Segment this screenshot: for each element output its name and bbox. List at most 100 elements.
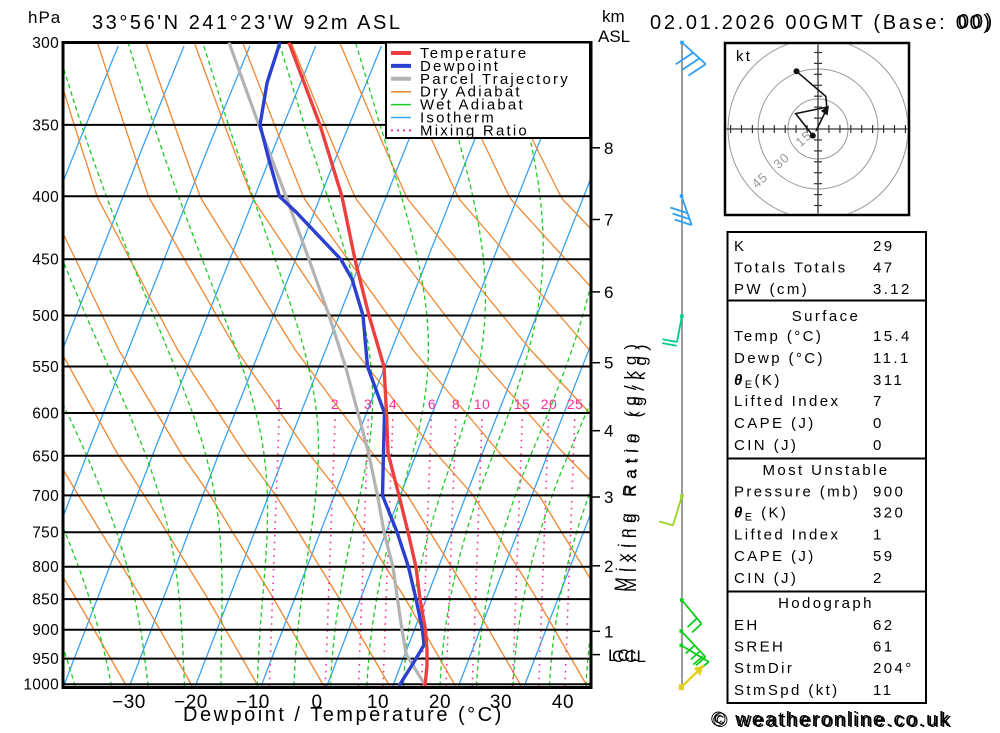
svg-text:3: 3 xyxy=(604,488,613,507)
svg-text:Lifted Index: Lifted Index xyxy=(734,393,840,410)
svg-text:7: 7 xyxy=(873,393,884,410)
svg-text:30: 30 xyxy=(490,692,512,713)
svg-text:62: 62 xyxy=(873,617,895,634)
svg-text:EH: EH xyxy=(734,617,760,634)
svg-text:700: 700 xyxy=(32,488,59,505)
svg-text:hPa: hPa xyxy=(28,8,61,27)
svg-text:PW (cm): PW (cm) xyxy=(734,281,809,298)
svg-text:59: 59 xyxy=(873,548,895,565)
svg-text:Isotherm: Isotherm xyxy=(420,110,496,127)
svg-text:1: 1 xyxy=(873,527,884,544)
svg-text:© weatheronline.co.uk: © weatheronline.co.uk xyxy=(711,709,951,731)
svg-text:θE (K): θE (K) xyxy=(734,505,788,524)
svg-text:© weatheronline.co.uk: © weatheronline.co.uk xyxy=(713,710,953,732)
svg-text:StmDir: StmDir xyxy=(734,660,794,677)
svg-text:3: 3 xyxy=(364,396,372,412)
svg-text:Hodograph: Hodograph xyxy=(778,595,874,612)
svg-text:CAPE (J): CAPE (J) xyxy=(734,415,816,432)
svg-text:950: 950 xyxy=(32,651,59,668)
svg-text:−10: −10 xyxy=(236,692,270,713)
svg-text:Parcel Trajectory: Parcel Trajectory xyxy=(420,71,570,88)
svg-text:1000: 1000 xyxy=(23,677,59,694)
svg-text:29: 29 xyxy=(873,238,895,255)
svg-text:900: 900 xyxy=(32,622,59,639)
svg-text:Temperature: Temperature xyxy=(420,45,528,62)
svg-text:Dry Adiabat: Dry Adiabat xyxy=(420,84,522,101)
svg-text:θE(K): θE(K) xyxy=(734,372,782,391)
svg-text:K: K xyxy=(734,238,746,255)
svg-text:0: 0 xyxy=(873,415,884,432)
svg-text:10: 10 xyxy=(474,396,491,412)
svg-text:CIN (J): CIN (J) xyxy=(734,570,798,587)
svg-text:300: 300 xyxy=(32,35,59,52)
svg-text:02.01.2026 00GMT (Base: 00): 02.01.2026 00GMT (Base: 00) xyxy=(650,12,993,34)
svg-text:204°: 204° xyxy=(873,660,914,677)
svg-text:CIN (J): CIN (J) xyxy=(734,437,798,454)
svg-text:61: 61 xyxy=(873,639,895,656)
svg-text:600: 600 xyxy=(32,406,59,423)
svg-text:6: 6 xyxy=(428,396,436,412)
svg-text:1: 1 xyxy=(604,622,613,641)
svg-text:Dewpoint: Dewpoint xyxy=(420,58,500,75)
svg-text:kt: kt xyxy=(736,48,752,65)
svg-text:LCL: LCL xyxy=(608,646,639,665)
svg-text:500: 500 xyxy=(32,308,59,325)
svg-text:20: 20 xyxy=(541,396,558,412)
svg-text:CAPE (J): CAPE (J) xyxy=(734,548,816,565)
svg-text:3.12: 3.12 xyxy=(873,281,912,298)
svg-text:0: 0 xyxy=(873,437,884,454)
svg-text:8: 8 xyxy=(452,396,460,412)
svg-text:33°56'N 241°23'W 92m ASL: 33°56'N 241°23'W 92m ASL xyxy=(92,12,403,34)
svg-text:Pressure (mb): Pressure (mb) xyxy=(734,484,860,501)
svg-text:8: 8 xyxy=(604,139,613,158)
svg-text:20: 20 xyxy=(429,692,451,713)
svg-text:−20: −20 xyxy=(174,692,208,713)
svg-text:CCL: CCL xyxy=(612,647,646,666)
svg-text:Dewpoint / Temperature (°C): Dewpoint / Temperature (°C) xyxy=(183,704,504,726)
svg-text:25: 25 xyxy=(567,396,584,412)
svg-text:Mixing Ratio: Mixing Ratio xyxy=(420,122,529,139)
svg-text:800: 800 xyxy=(32,559,59,576)
svg-text:850: 850 xyxy=(32,592,59,609)
svg-text:650: 650 xyxy=(32,448,59,465)
svg-text:40: 40 xyxy=(552,692,574,713)
svg-text:450: 450 xyxy=(32,252,59,269)
svg-text:15.4: 15.4 xyxy=(873,328,912,345)
svg-text:Temp (°C): Temp (°C) xyxy=(734,328,823,345)
svg-text:47: 47 xyxy=(873,260,895,277)
svg-text:0: 0 xyxy=(311,692,322,713)
svg-text:6: 6 xyxy=(604,283,613,302)
svg-text:Surface: Surface xyxy=(792,308,861,325)
svg-text:11.1: 11.1 xyxy=(873,350,911,367)
svg-text:StmSpd (kt): StmSpd (kt) xyxy=(734,682,840,699)
svg-text:−30: −30 xyxy=(112,692,146,713)
svg-text:2: 2 xyxy=(331,396,339,412)
svg-text:4: 4 xyxy=(604,422,613,441)
svg-text:4: 4 xyxy=(389,396,397,412)
svg-text:400: 400 xyxy=(32,189,59,206)
svg-text:15: 15 xyxy=(514,396,531,412)
svg-text:00): 00) xyxy=(958,11,995,33)
svg-text:7: 7 xyxy=(604,211,613,230)
svg-text:550: 550 xyxy=(32,359,59,376)
svg-text:311: 311 xyxy=(873,372,904,389)
svg-text:2: 2 xyxy=(604,557,613,576)
svg-text:350: 350 xyxy=(32,117,59,134)
svg-text:Lifted Index: Lifted Index xyxy=(734,527,840,544)
svg-text:10: 10 xyxy=(367,692,389,713)
svg-text:5: 5 xyxy=(604,354,613,373)
svg-text:750: 750 xyxy=(32,525,59,542)
svg-text:Mixing Ratio (g/kg): Mixing Ratio (g/kg) xyxy=(621,338,640,592)
svg-text:Most Unstable: Most Unstable xyxy=(762,462,889,479)
svg-text:km: km xyxy=(602,7,625,26)
svg-text:320: 320 xyxy=(873,505,905,522)
svg-text:ASL: ASL xyxy=(598,27,630,46)
svg-text:2: 2 xyxy=(873,570,884,587)
svg-text:1: 1 xyxy=(275,396,283,412)
svg-text:SREH: SREH xyxy=(734,639,785,656)
svg-text:11: 11 xyxy=(873,682,893,699)
svg-text:900: 900 xyxy=(873,484,905,501)
svg-text:Wet Adiabat: Wet Adiabat xyxy=(420,97,525,114)
svg-text:Dewp (°C): Dewp (°C) xyxy=(734,350,825,367)
svg-text:Totals Totals: Totals Totals xyxy=(734,260,847,277)
